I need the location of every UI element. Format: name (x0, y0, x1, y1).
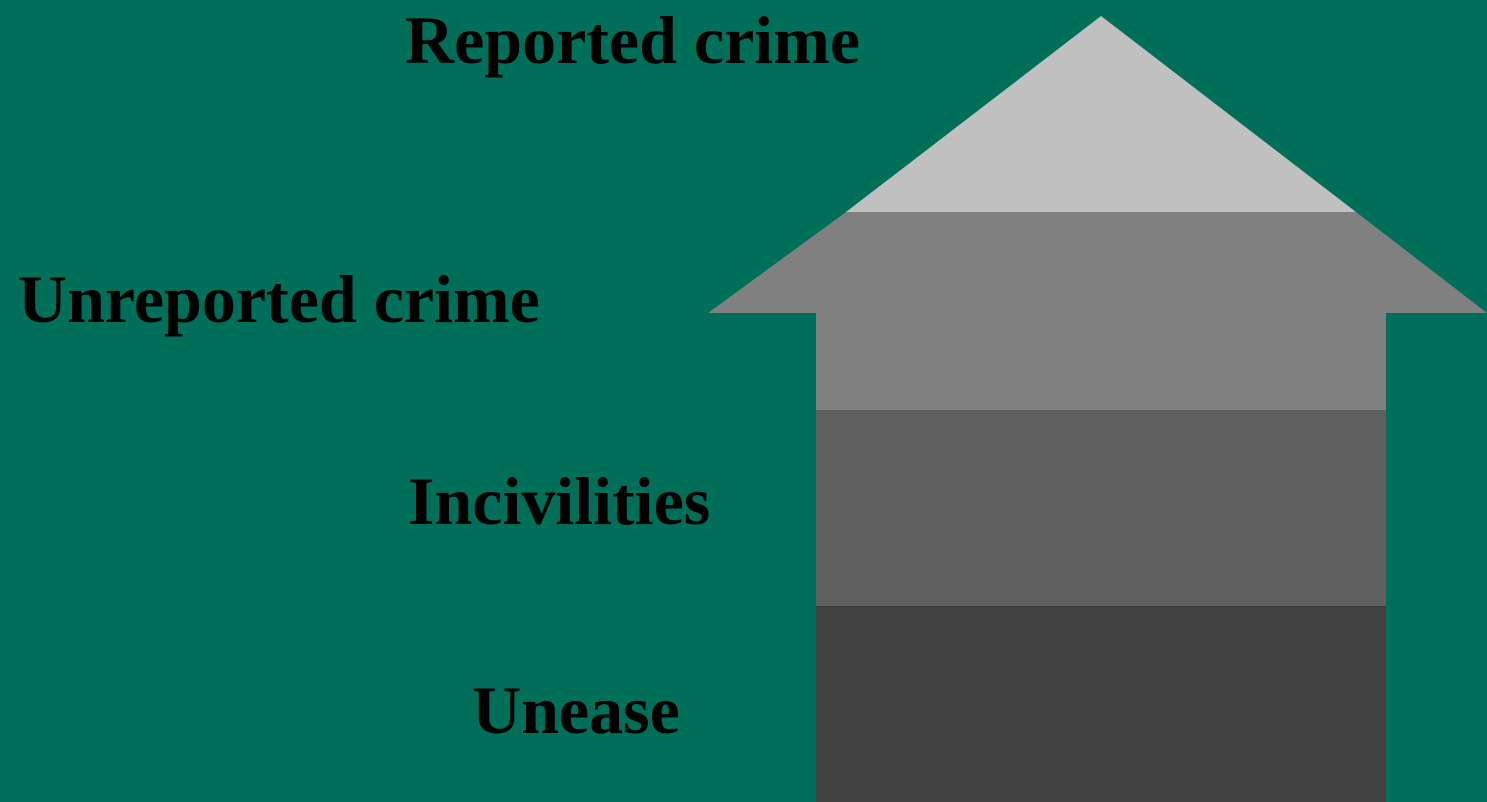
arrow-layer-incivilities (816, 410, 1386, 606)
label-unease: Unease (472, 672, 680, 748)
arrow-layer-reported (846, 16, 1356, 212)
label-unreported-crime: Unreported crime (18, 261, 540, 337)
label-reported-crime: Reported crime (405, 2, 861, 78)
arrow-layer-unreported (708, 212, 1487, 410)
label-incivilities: Incivilities (408, 463, 711, 539)
arrow-layer-unease (816, 606, 1386, 802)
